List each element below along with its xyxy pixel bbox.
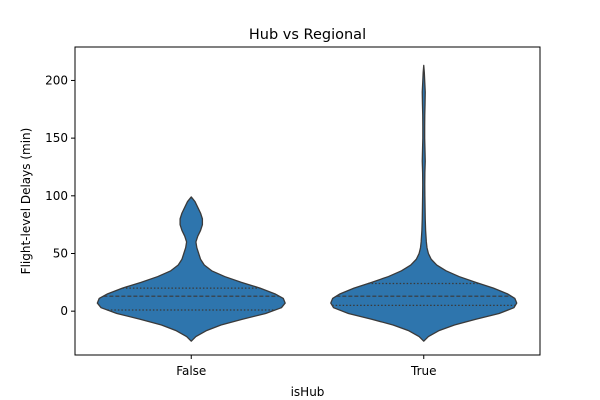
violin-true	[330, 64, 518, 342]
x-axis: False True	[176, 355, 437, 378]
violin-layer	[96, 64, 518, 342]
violin-false	[96, 196, 286, 342]
x-axis-label: isHub	[291, 385, 325, 399]
y-tick-label: 50	[53, 246, 68, 260]
x-tick-label: False	[176, 364, 206, 378]
plot-frame	[74, 46, 541, 356]
y-tick-label: 100	[45, 189, 68, 203]
y-axis-label: Flight-level Delays (min)	[19, 128, 33, 275]
violin-body	[96, 196, 286, 342]
y-tick-label: 0	[60, 304, 68, 318]
y-tick-label: 200	[45, 73, 68, 87]
x-tick-label: True	[410, 364, 437, 378]
violin-body	[330, 64, 518, 342]
chart-title: Hub vs Regional	[249, 27, 366, 43]
y-tick-label: 150	[45, 131, 68, 145]
y-axis: 0 50 100 150 200	[45, 73, 75, 318]
